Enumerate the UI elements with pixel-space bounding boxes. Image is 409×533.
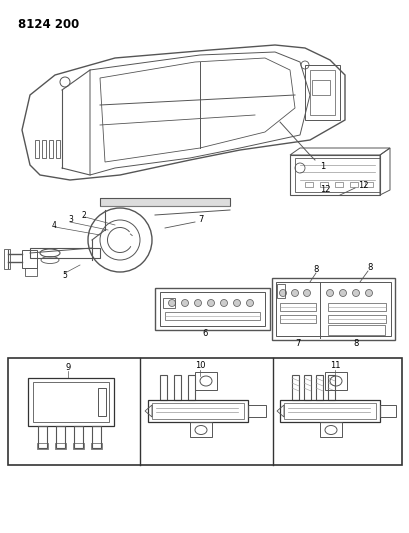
Bar bbox=[35, 140, 39, 158]
Bar bbox=[275, 282, 390, 336]
Circle shape bbox=[352, 289, 359, 296]
Bar bbox=[163, 298, 175, 308]
Bar bbox=[100, 198, 229, 206]
Circle shape bbox=[339, 289, 346, 296]
Bar bbox=[315, 375, 322, 400]
Text: 7: 7 bbox=[198, 215, 203, 224]
Text: 9: 9 bbox=[65, 364, 70, 373]
Text: 4: 4 bbox=[52, 221, 57, 230]
Bar bbox=[279, 315, 315, 323]
Bar bbox=[155, 288, 270, 330]
Bar bbox=[271, 278, 394, 340]
Bar bbox=[289, 155, 379, 195]
Bar bbox=[91, 443, 102, 449]
Circle shape bbox=[326, 289, 333, 296]
Bar bbox=[324, 372, 346, 390]
Bar bbox=[28, 378, 114, 426]
Bar bbox=[164, 312, 259, 320]
Bar bbox=[327, 303, 385, 311]
Bar bbox=[160, 375, 166, 400]
Bar bbox=[279, 400, 379, 422]
Text: 8: 8 bbox=[312, 265, 318, 274]
Bar bbox=[152, 403, 243, 419]
Bar bbox=[73, 443, 84, 449]
Bar bbox=[160, 292, 264, 326]
Bar bbox=[349, 182, 357, 187]
Bar bbox=[304, 65, 339, 120]
Bar bbox=[8, 358, 401, 465]
Circle shape bbox=[194, 300, 201, 306]
Bar bbox=[38, 426, 47, 448]
Text: 3: 3 bbox=[68, 215, 73, 224]
Bar bbox=[247, 405, 265, 417]
Circle shape bbox=[364, 289, 372, 296]
Circle shape bbox=[181, 300, 188, 306]
Bar bbox=[195, 372, 216, 390]
Bar bbox=[283, 403, 375, 419]
Text: 1: 1 bbox=[319, 162, 324, 171]
Circle shape bbox=[233, 300, 240, 306]
Text: 8: 8 bbox=[353, 340, 358, 349]
Bar bbox=[379, 405, 395, 417]
Bar bbox=[173, 375, 180, 400]
Circle shape bbox=[291, 289, 298, 296]
Text: 12: 12 bbox=[357, 182, 368, 190]
Circle shape bbox=[279, 289, 286, 296]
Bar bbox=[327, 315, 385, 323]
Bar bbox=[334, 182, 342, 187]
Bar bbox=[100, 198, 229, 206]
Bar bbox=[42, 140, 46, 158]
Bar bbox=[364, 182, 372, 187]
Circle shape bbox=[207, 300, 214, 306]
Bar bbox=[304, 182, 312, 187]
Bar bbox=[33, 382, 109, 422]
Circle shape bbox=[220, 300, 227, 306]
Bar bbox=[303, 375, 310, 400]
Bar bbox=[188, 375, 195, 400]
Bar bbox=[56, 426, 65, 448]
Bar bbox=[37, 443, 48, 449]
Text: 10: 10 bbox=[194, 361, 205, 370]
Bar bbox=[56, 140, 60, 158]
Bar bbox=[4, 249, 10, 269]
Text: 11: 11 bbox=[329, 361, 339, 370]
Circle shape bbox=[168, 300, 175, 306]
Bar bbox=[276, 284, 284, 298]
Bar bbox=[319, 182, 327, 187]
Bar bbox=[294, 158, 379, 192]
Circle shape bbox=[246, 300, 253, 306]
Text: 7: 7 bbox=[294, 340, 300, 349]
Bar bbox=[319, 422, 341, 437]
Bar bbox=[309, 70, 334, 115]
Bar bbox=[279, 303, 315, 311]
Bar bbox=[49, 140, 53, 158]
Circle shape bbox=[303, 289, 310, 296]
Bar bbox=[98, 388, 106, 416]
Text: 6: 6 bbox=[202, 329, 207, 338]
Bar bbox=[30, 248, 100, 258]
Bar bbox=[327, 325, 384, 335]
Bar bbox=[311, 80, 329, 95]
Bar bbox=[55, 443, 66, 449]
Bar bbox=[74, 426, 83, 448]
Text: 12: 12 bbox=[319, 185, 330, 194]
Bar bbox=[291, 375, 298, 400]
Bar bbox=[92, 426, 101, 448]
Bar bbox=[189, 422, 211, 437]
Text: 5: 5 bbox=[62, 271, 67, 279]
Bar bbox=[22, 250, 37, 268]
Text: 2: 2 bbox=[82, 211, 87, 220]
Bar bbox=[327, 375, 334, 400]
Bar bbox=[148, 400, 247, 422]
Bar bbox=[25, 268, 37, 276]
Text: 8: 8 bbox=[366, 263, 372, 272]
Text: 8124 200: 8124 200 bbox=[18, 18, 79, 31]
